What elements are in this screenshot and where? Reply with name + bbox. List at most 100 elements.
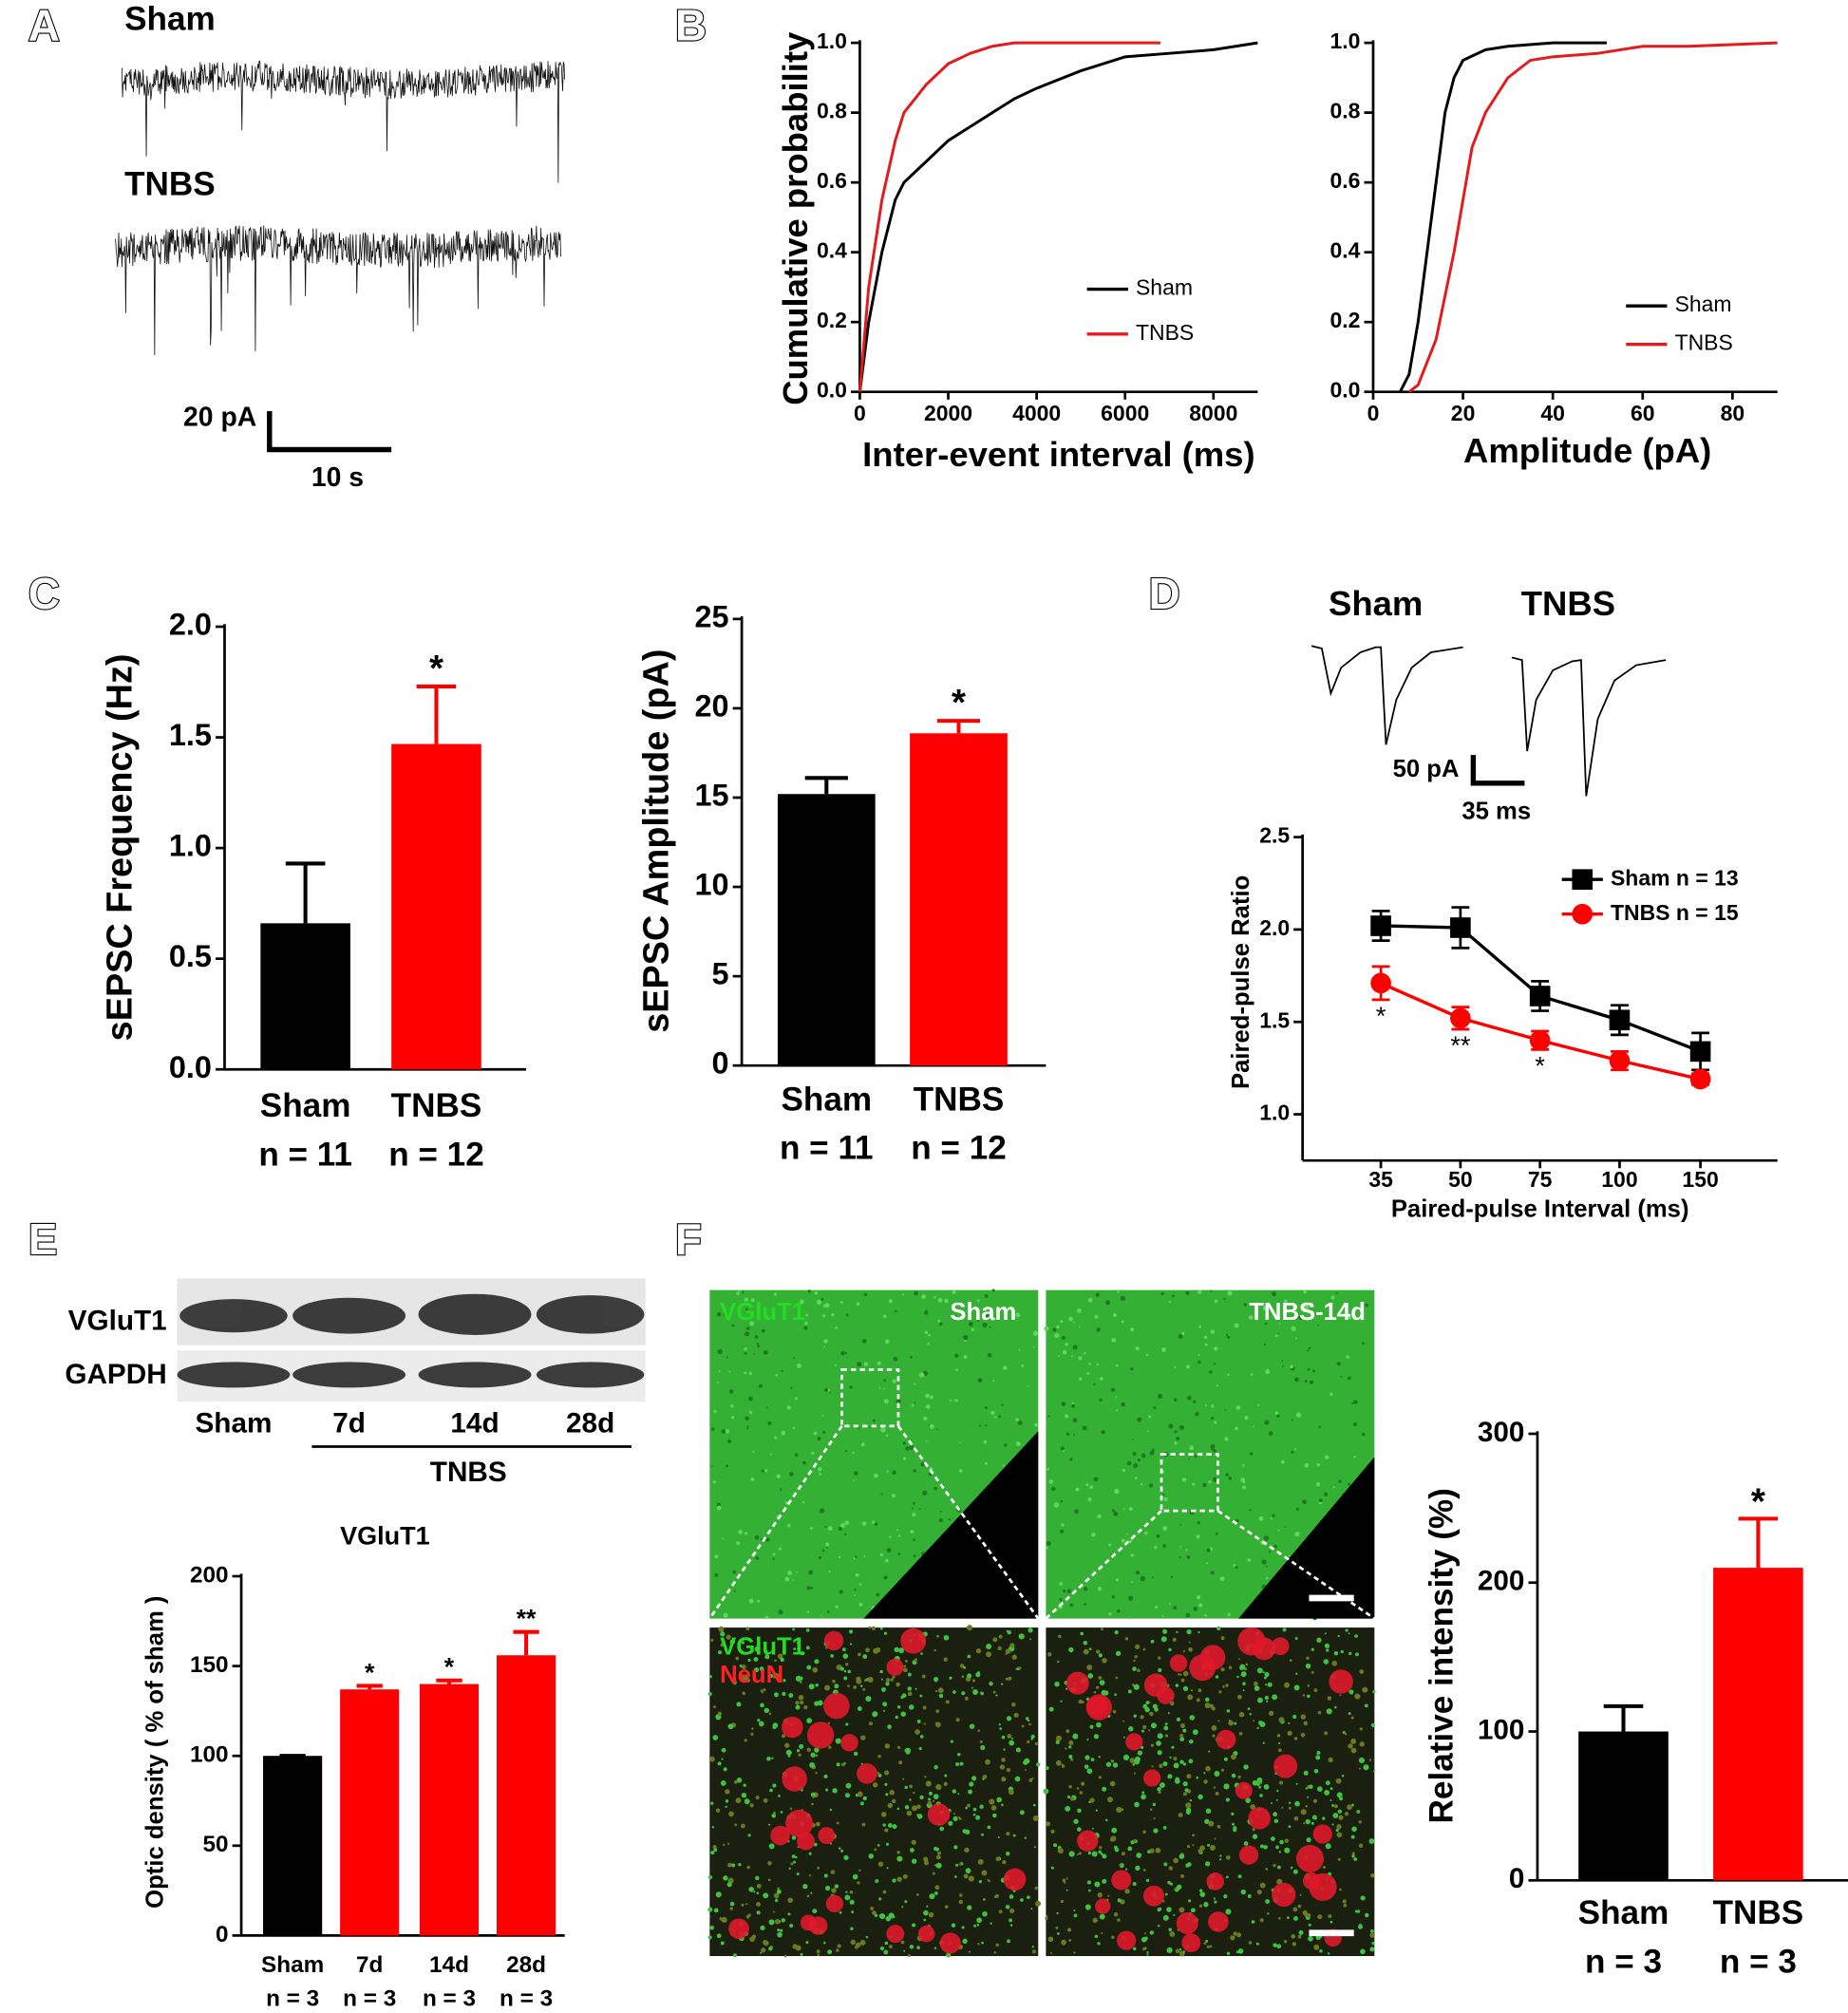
speckle [1355,1652,1359,1657]
speckle [718,1626,725,1632]
speckle [1096,1649,1101,1654]
speckle [1131,1581,1134,1584]
speckle [1083,1648,1089,1655]
neuron [886,1925,905,1944]
speckle [1116,1409,1119,1412]
speckle [1197,1289,1202,1294]
speckle [744,1331,750,1337]
speckle [752,1450,755,1453]
speckle [1087,1851,1092,1855]
speckle [897,1745,901,1749]
speckle [1186,1774,1192,1779]
speckle [1197,1849,1203,1853]
speckle [1167,1712,1170,1715]
speckle [933,1864,936,1867]
speckle [840,1351,845,1356]
speckle [725,1789,730,1795]
speckle [813,1842,818,1847]
speckle [1060,1499,1063,1503]
speckle [1172,1637,1177,1643]
speckle [892,1915,896,1919]
neuron [1003,1868,1027,1891]
speckle [856,1362,862,1367]
speckle [759,1666,764,1671]
speckle [835,1364,838,1366]
speckle [849,1643,853,1646]
speckle [1111,1827,1118,1834]
bar [263,1756,323,1936]
speckle [1268,1710,1274,1717]
speckle [1238,1711,1245,1718]
speckle [1061,1402,1066,1406]
speckle [1256,1726,1259,1730]
speckle [1115,1650,1122,1657]
speckle [1134,1477,1138,1480]
speckle [717,1761,722,1766]
speckle [1291,1933,1296,1939]
n-label: n = 3 [1720,1943,1797,1980]
speckle [1317,1914,1323,1920]
speckle [928,1791,933,1796]
speckle [827,1949,833,1955]
speckle [1066,1928,1072,1932]
speckle [889,1790,895,1796]
speckle [741,1641,745,1645]
speckle [1189,1445,1195,1451]
trace-label: TNBS [1521,584,1615,623]
speckle [885,1793,889,1797]
speckle [1282,1627,1287,1632]
speckle [925,1404,931,1409]
speckle [981,1870,988,1876]
speckle [1141,1936,1147,1943]
speckle [981,1941,984,1945]
speckle [1292,1907,1298,1912]
speckle [800,1952,803,1956]
speckle [1342,1899,1347,1904]
speckle [1197,1794,1203,1800]
tissue-edge [1238,1457,1375,1619]
speckle [1166,1907,1172,1912]
speckle [721,1916,727,1924]
speckle [755,1875,760,1881]
speckle [839,1910,842,1914]
speckle [712,1845,717,1850]
speckle [1131,1684,1135,1686]
speckle [1256,1889,1262,1895]
x-tick-label: 75 [1528,1167,1553,1192]
speckle [913,1501,915,1505]
speckle [977,1378,983,1383]
speckle [892,1675,896,1679]
speckle [1009,1908,1015,1914]
neuron [1169,1654,1188,1672]
speckle [745,1903,748,1906]
speckle [1005,1652,1008,1656]
speckle [944,1905,949,1909]
speckle [1251,1920,1255,1924]
neuron [1199,1645,1226,1670]
speckle [1250,1804,1256,1810]
speckle [1204,1703,1211,1709]
speckle [1300,1809,1307,1815]
speckle [780,1928,783,1932]
speckle [1179,1737,1185,1741]
speckle [1203,1772,1206,1775]
significance: * [1376,1002,1386,1030]
speckle [1132,1666,1137,1671]
speckle [1130,1366,1134,1371]
speckle [1353,1857,1358,1861]
speckle [747,1396,753,1402]
speckle [744,1798,750,1805]
neuron [822,1692,850,1720]
speckle [810,1891,813,1894]
speckle [1284,1682,1290,1688]
speckle [1123,1508,1125,1511]
speckle [1361,1432,1366,1437]
speckle [1264,1343,1267,1346]
speckle [1218,1690,1222,1694]
speckle [986,1644,992,1650]
speckle [768,1712,772,1716]
speckle [875,1878,879,1883]
speckle [1198,1603,1203,1608]
speckle [1358,1843,1364,1848]
speckle [1350,1738,1356,1744]
